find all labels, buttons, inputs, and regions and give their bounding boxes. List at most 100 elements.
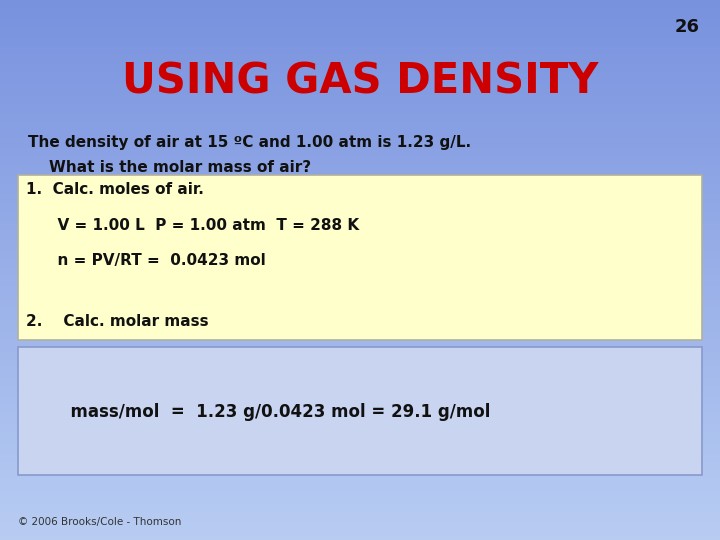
Bar xyxy=(0,100,720,103)
Bar xyxy=(0,235,720,238)
Bar xyxy=(0,224,720,227)
Bar xyxy=(0,184,720,186)
Bar xyxy=(0,413,720,416)
Bar xyxy=(0,57,720,59)
Bar xyxy=(0,273,720,275)
Bar xyxy=(0,335,720,338)
Bar xyxy=(0,535,720,537)
Bar xyxy=(0,116,720,119)
Bar xyxy=(0,351,720,354)
Bar xyxy=(0,338,720,340)
Bar xyxy=(0,122,720,124)
Bar xyxy=(0,240,720,243)
Bar xyxy=(0,186,720,189)
Bar xyxy=(0,59,720,62)
Bar xyxy=(0,500,720,502)
Bar xyxy=(0,454,720,456)
Text: 26: 26 xyxy=(675,18,700,36)
Bar xyxy=(0,65,720,68)
Bar xyxy=(0,313,720,316)
Bar xyxy=(0,302,720,305)
Bar xyxy=(0,202,720,205)
Bar xyxy=(0,294,720,297)
Bar xyxy=(0,173,720,176)
Bar xyxy=(0,521,720,524)
Bar xyxy=(0,300,720,302)
Bar xyxy=(0,516,720,518)
Bar xyxy=(0,481,720,483)
Bar xyxy=(0,526,720,529)
Bar xyxy=(0,467,720,470)
Bar xyxy=(0,346,720,348)
Bar xyxy=(0,5,720,8)
Bar xyxy=(0,443,720,445)
Bar xyxy=(0,108,720,111)
Bar xyxy=(0,489,720,491)
Bar xyxy=(0,437,720,440)
Bar xyxy=(0,256,720,259)
Bar xyxy=(0,262,720,265)
Bar xyxy=(0,364,720,367)
Bar xyxy=(0,354,720,356)
Bar xyxy=(0,316,720,319)
Bar xyxy=(0,178,720,181)
Bar xyxy=(0,329,720,332)
Bar xyxy=(0,248,720,251)
Bar xyxy=(0,278,720,281)
Bar xyxy=(0,305,720,308)
Bar xyxy=(0,213,720,216)
Text: What is the molar mass of air?: What is the molar mass of air? xyxy=(28,159,311,174)
Bar xyxy=(0,340,720,343)
Bar xyxy=(0,154,720,157)
Bar xyxy=(0,518,720,521)
Bar xyxy=(0,378,720,381)
Bar xyxy=(0,94,720,97)
Bar xyxy=(0,440,720,443)
Bar xyxy=(0,146,720,148)
Bar xyxy=(0,3,720,5)
Bar xyxy=(0,46,720,49)
Bar xyxy=(0,181,720,184)
Bar xyxy=(0,513,720,516)
Bar xyxy=(0,162,720,165)
Bar xyxy=(0,92,720,94)
Bar xyxy=(0,127,720,130)
Bar xyxy=(0,464,720,467)
Text: V = 1.00 L  P = 1.00 atm  T = 288 K: V = 1.00 L P = 1.00 atm T = 288 K xyxy=(26,218,359,233)
Bar xyxy=(0,448,720,451)
Bar xyxy=(0,483,720,486)
Bar xyxy=(0,197,720,200)
Bar xyxy=(0,68,720,70)
Bar xyxy=(0,270,720,273)
Bar xyxy=(0,148,720,151)
Bar xyxy=(0,297,720,300)
Bar xyxy=(0,397,720,400)
Bar xyxy=(0,286,720,289)
Text: © 2006 Brooks/Cole - Thomson: © 2006 Brooks/Cole - Thomson xyxy=(18,517,181,527)
Bar xyxy=(0,170,720,173)
Bar xyxy=(0,405,720,408)
Bar xyxy=(0,62,720,65)
Bar xyxy=(0,30,720,32)
Bar xyxy=(0,529,720,532)
Bar xyxy=(0,0,720,3)
Bar xyxy=(0,429,720,432)
Bar xyxy=(0,265,720,267)
Bar xyxy=(0,486,720,489)
Bar xyxy=(0,416,720,418)
Bar xyxy=(0,400,720,402)
Bar xyxy=(0,230,720,232)
Bar xyxy=(0,32,720,35)
Bar xyxy=(0,432,720,435)
Bar xyxy=(0,143,720,146)
Bar xyxy=(0,97,720,100)
Bar xyxy=(0,389,720,392)
Bar xyxy=(0,208,720,211)
Bar xyxy=(0,343,720,346)
Bar xyxy=(0,510,720,513)
Text: The density of air at 15 ºC and 1.00 atm is 1.23 g/L.: The density of air at 15 ºC and 1.00 atm… xyxy=(28,134,471,150)
Bar xyxy=(0,281,720,284)
Bar xyxy=(0,205,720,208)
Bar xyxy=(0,19,720,22)
Bar xyxy=(0,308,720,310)
